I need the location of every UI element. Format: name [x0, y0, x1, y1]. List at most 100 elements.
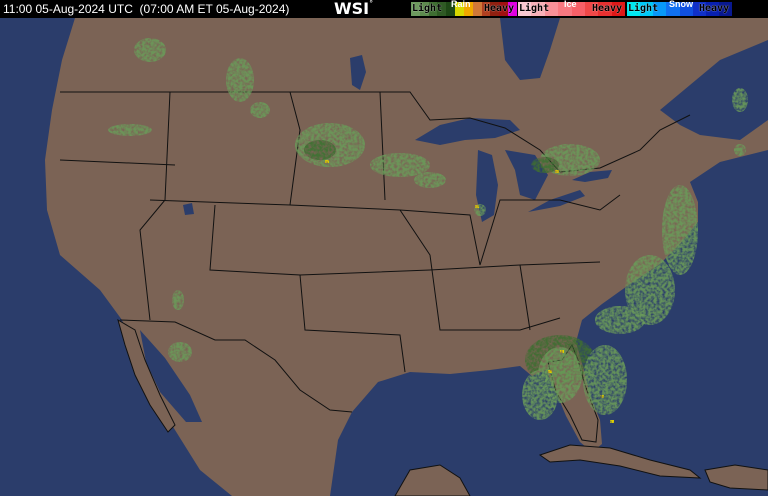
lake-ontario — [572, 170, 612, 182]
heavy-rain-cell — [600, 395, 604, 398]
cuba — [538, 444, 702, 479]
legend-swatch — [679, 2, 693, 16]
state-line — [289, 204, 561, 331]
legend-snow-title: Snow — [669, 0, 693, 9]
legend-swatch — [437, 2, 447, 16]
precipitation-echo — [531, 157, 559, 173]
legend-swatch — [598, 2, 612, 16]
legend-snow-swatches — [627, 2, 732, 16]
legend-swatch — [571, 2, 585, 16]
header-bar: 11:00 05-Aug-2024 UTC (07:00 AM ET 05-Au… — [0, 0, 768, 18]
heavy-rain-cell — [475, 205, 479, 208]
legend-ice-light: Light — [519, 3, 550, 14]
heavy-rain-cell — [610, 420, 614, 423]
water-bodies — [0, 18, 768, 496]
legend-swatch — [518, 2, 532, 16]
state-line — [59, 159, 176, 166]
hispaniola — [704, 464, 768, 491]
precipitation-echo — [250, 102, 270, 118]
lake-michigan — [476, 150, 498, 222]
legend-swatch — [705, 2, 719, 16]
legend-swatch — [611, 2, 625, 16]
heavy-rain-cell — [325, 160, 329, 163]
precipitation-echo — [226, 58, 254, 102]
legend-ice: Ice Light Heavy — [518, 0, 625, 16]
lake-winnipeg — [350, 55, 366, 90]
legend-rain-light: Light — [412, 3, 443, 14]
heavy-rain-cell — [560, 350, 564, 353]
precipitation-echo — [625, 255, 675, 325]
great-salt-lake — [183, 203, 194, 215]
legend-swatch — [481, 2, 491, 16]
yucatan — [394, 464, 471, 496]
gulf-of-st-lawrence — [660, 40, 768, 140]
legend-swatch — [544, 2, 559, 16]
legend-swatch — [666, 2, 680, 16]
state-line — [519, 264, 531, 331]
state-line — [209, 204, 406, 373]
legend-swatch — [653, 2, 667, 16]
precipitation-echo — [304, 140, 336, 160]
state-line — [399, 194, 621, 266]
legend-swatch — [446, 2, 456, 16]
legend-rain: Rain Light Heavy — [411, 0, 517, 16]
wsi-logo: WSI° — [334, 0, 373, 18]
state-line — [299, 261, 601, 276]
us-canada-border — [60, 91, 691, 173]
legend-swatch — [499, 2, 509, 16]
gulf-of-mexico-atlantic — [330, 150, 768, 496]
precipitation-echo — [522, 370, 558, 420]
state-line — [139, 91, 171, 321]
precipitation-echo — [732, 88, 748, 112]
state-line — [379, 91, 386, 201]
legend-swatch — [463, 2, 473, 16]
precipitation-echo — [108, 124, 152, 136]
legend-swatch — [472, 2, 482, 16]
legend-swatch — [455, 2, 464, 16]
james-bay — [500, 18, 560, 80]
legend-swatch — [419, 2, 429, 16]
timestamp: 11:00 05-Aug-2024 UTC (07:00 AM ET 05-Au… — [3, 2, 290, 16]
legend-swatch — [531, 2, 545, 16]
heavy-rain-cell — [548, 370, 552, 373]
pacific-ocean — [0, 18, 232, 496]
legend-swatch — [411, 2, 420, 16]
legend-swatch — [718, 2, 732, 16]
legend-rain-heavy: Heavy — [484, 3, 515, 14]
legend-swatch — [490, 2, 500, 16]
precipitation-echo — [583, 345, 627, 415]
political-borders — [59, 91, 691, 413]
us-mexico-border — [119, 319, 353, 413]
legend-swatch — [508, 2, 517, 16]
baja-peninsula — [117, 318, 176, 433]
legend-swatch — [627, 2, 641, 16]
legend-swatch — [428, 2, 438, 16]
legend-snow-heavy: Heavy — [699, 3, 730, 14]
gulf-of-california — [140, 330, 202, 422]
precipitation-echo — [168, 342, 192, 362]
legend-ice-title: Ice — [564, 0, 577, 9]
legend-snow-light: Light — [628, 3, 659, 14]
precipitation-echo — [370, 153, 430, 177]
precipitation-echo — [414, 172, 446, 188]
state-line — [149, 91, 301, 206]
legend-swatch — [692, 2, 706, 16]
radar-precipitation — [108, 38, 748, 423]
legend-ice-swatches — [518, 2, 625, 16]
legend-ice-heavy: Heavy — [592, 3, 623, 14]
legend-swatch — [584, 2, 599, 16]
precipitation-echo — [134, 38, 166, 62]
legend-swatch — [558, 2, 572, 16]
map-canvas[interactable] — [0, 18, 768, 496]
precipitation-echo — [595, 306, 645, 334]
lake-erie — [528, 190, 585, 212]
precipitation-echo — [734, 144, 746, 156]
legend-rain-swatches — [411, 2, 517, 16]
legend-snow: Snow Light Heavy — [627, 0, 732, 16]
heavy-rain-cell — [555, 170, 559, 173]
precipitation-echo — [172, 290, 184, 310]
logo-text: WSI — [334, 0, 370, 18]
legend-swatch — [640, 2, 654, 16]
precipitation-echo — [662, 185, 698, 275]
